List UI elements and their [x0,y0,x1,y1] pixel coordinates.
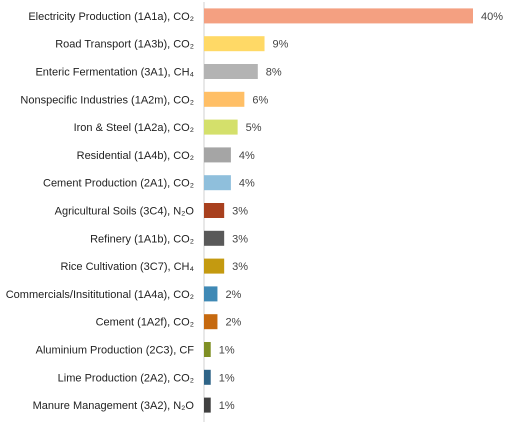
value-label: 5% [246,122,262,134]
value-label: 9% [273,39,289,51]
category-label: Nonspecific Industries (1A2m), CO₂ [20,94,194,106]
value-label: 1% [219,372,235,384]
value-label: 1% [219,400,235,412]
bar [204,286,218,302]
bar [204,314,218,330]
value-label: 8% [266,67,282,79]
bar [204,369,211,385]
value-label: 4% [239,178,255,190]
value-label: 3% [232,206,248,218]
category-label: Cement (1A2f), CO₂ [96,317,194,329]
bar [204,230,225,246]
category-label: Manure Management (3A2), N₂O [33,400,195,412]
category-label: Commercials/Insititutional (1A4a), CO₂ [6,289,194,301]
category-label: Agricultural Soils (3C4), N₂O [55,206,195,218]
bar [204,147,231,163]
value-label: 4% [239,150,255,162]
value-label: 6% [252,94,268,106]
category-label: Refinery (1A1b), CO₂ [90,233,194,245]
value-label: 2% [225,317,241,329]
category-label: Aluminium Production (2C3), CF [36,345,195,357]
bar [204,91,245,107]
value-label: 3% [232,261,248,273]
bar [204,8,473,24]
value-label: 2% [225,289,241,301]
bar [204,64,258,79]
bar [204,36,265,52]
bar [204,175,231,191]
value-label: 40% [481,11,503,23]
value-label: 3% [232,233,248,245]
category-label: Enteric Fermentation (3A1), CH₄ [35,67,194,79]
bar [204,258,225,274]
bar [204,203,225,218]
category-label: Road Transport (1A3b), CO₂ [55,39,194,51]
bar [204,119,238,135]
category-label: Lime Production (2A2), CO₂ [58,372,194,384]
category-label: Cement Production (2A1), CO₂ [43,178,194,190]
category-label: Electricity Production (1A1a), CO₂ [28,11,194,23]
bar [204,342,211,357]
bar [204,397,211,413]
value-label: 1% [219,345,235,357]
category-label: Iron & Steel (1A2a), CO₂ [74,122,194,134]
category-label: Residential (1A4b), CO₂ [77,150,194,162]
category-label: Rice Cultivation (3C7), CH₄ [61,261,195,273]
